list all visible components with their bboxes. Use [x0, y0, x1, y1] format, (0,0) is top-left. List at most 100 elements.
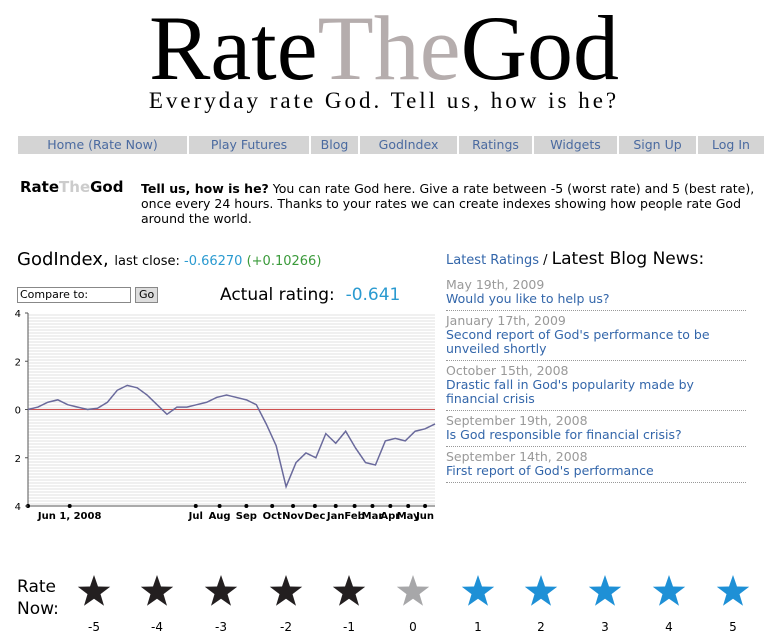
nav-link[interactable]: GodIndex: [360, 136, 457, 154]
star[interactable]: [588, 575, 622, 606]
x-tick: [67, 504, 72, 508]
index-line: [27, 384, 436, 490]
actual-value: -0.641: [345, 285, 401, 305]
x-tick: [312, 504, 317, 508]
small-logo: RateTheGod: [20, 178, 123, 196]
star[interactable]: [652, 575, 686, 606]
x-tick-label: Jul: [188, 511, 203, 522]
star-value: 2: [537, 620, 545, 634]
x-tick: [244, 504, 249, 508]
star[interactable]: [332, 575, 366, 606]
x-tick-label: Oct: [263, 511, 282, 522]
compare-form: Compare to: Go: [17, 287, 159, 303]
rate-label: Rate Now:: [17, 576, 59, 620]
news-item: October 15th, 2008 Drastic fall in God's …: [446, 361, 746, 411]
star[interactable]: [140, 575, 174, 606]
news-item: September 19th, 2008 Is God responsible f…: [446, 411, 746, 447]
x-tick: [217, 504, 222, 508]
star[interactable]: [269, 575, 303, 606]
star-value: -2: [280, 620, 292, 634]
news-link[interactable]: Drastic fall in God's popularity made by…: [446, 377, 694, 406]
star-value: -1: [343, 620, 355, 634]
nav-link[interactable]: Sign Up: [619, 136, 696, 154]
news-title: Latest Blog News:: [551, 249, 705, 269]
godindex-title: GodIndex,: [17, 249, 109, 270]
close-change: (+0.10266): [246, 254, 322, 269]
x-tick-label: Aug: [209, 511, 231, 522]
news-date: January 17th, 2009: [446, 313, 566, 328]
news-item: September 14th, 2008 First report of God'…: [446, 447, 746, 483]
x-tick: [423, 504, 428, 508]
x-tick: [291, 504, 296, 508]
nav-link[interactable]: Play Futures: [189, 136, 309, 154]
y-tick-label: 2: [15, 454, 21, 465]
star-value: 1: [474, 620, 482, 634]
news-date: September 19th, 2008: [446, 413, 588, 428]
compare-select[interactable]: Compare to:: [17, 287, 131, 303]
logo-part: God: [90, 178, 124, 196]
nav-link[interactable]: Widgets: [534, 136, 617, 154]
x-tick: [370, 504, 375, 508]
rate-word: Now:: [17, 599, 59, 619]
rating-stars: -5 -4 -3 -2 -1 0 1 2 3 4 5: [77, 575, 750, 634]
star-value: 3: [601, 620, 609, 634]
x-tick-label: Jun 1, 2008: [37, 511, 102, 522]
star-value: 0: [409, 620, 417, 634]
intro-lead: Tell us, how is he?: [141, 181, 269, 196]
star[interactable]: [461, 575, 495, 606]
x-tick: [352, 504, 357, 508]
star[interactable]: [716, 575, 750, 606]
x-tick-label: May: [397, 511, 420, 522]
news: Latest Ratings / Latest Blog News: May 19…: [446, 249, 746, 483]
nav: Home (Rate Now) Play Futures Blog GodIndex R…: [18, 136, 764, 154]
tagline: Everyday rate God. Tell us, how is he?: [148, 88, 620, 113]
nav-link[interactable]: Blog: [311, 136, 358, 154]
nav-link[interactable]: Home (Rate Now): [18, 136, 187, 154]
y-tick-label: 4: [15, 309, 21, 320]
chart: 4 2 0 2 4 Jun 1, 2008 Jul Aug Sep Oct Nov Dec Jan Feb…: [15, 309, 436, 522]
news-link[interactable]: Second report of God's performance to be…: [446, 327, 710, 356]
x-tick-label: Jun: [415, 511, 434, 522]
logo-part: Rate: [148, 0, 318, 99]
x-tick: [333, 504, 338, 508]
star[interactable]: [204, 575, 238, 606]
separator: /: [543, 253, 548, 268]
news-date: September 14th, 2008: [446, 449, 588, 464]
star-value: -5: [88, 620, 100, 634]
y-tick-label: 0: [15, 406, 21, 417]
x-tick-label: Apr: [380, 511, 400, 522]
star-value: -4: [151, 620, 163, 634]
nav-link[interactable]: Log In: [698, 136, 764, 154]
star[interactable]: [524, 575, 558, 606]
star-value: -3: [215, 620, 227, 634]
intro: Tell us, how is he? You can rate God her…: [141, 181, 761, 226]
close-value: -0.66270: [184, 254, 243, 269]
x-tick-label: Jan: [326, 511, 345, 522]
news-item: January 17th, 2009 Second report of God's…: [446, 311, 746, 361]
logo-part: The: [59, 178, 91, 196]
news-link[interactable]: Would you like to help us?: [446, 291, 610, 306]
news-link[interactable]: First report of God's performance: [446, 463, 654, 478]
close-label: last close:: [114, 254, 180, 269]
x-tick: [388, 504, 393, 508]
y-tick-label: 2: [15, 357, 21, 368]
rate-word: Rate: [17, 577, 56, 597]
y-tick-label: 4: [15, 502, 21, 513]
star[interactable]: [77, 575, 111, 606]
ratings-link[interactable]: Latest Ratings: [446, 253, 539, 268]
x-tick-label: Mar: [362, 511, 384, 522]
news-link[interactable]: Is God responsible for financial crisis?: [446, 427, 682, 442]
go-button[interactable]: Go: [135, 287, 159, 303]
godindex-header: GodIndex, last close: -0.66270 (+0.10266…: [17, 249, 321, 270]
actual-rating: Actual rating: -0.641: [220, 285, 400, 305]
news-item: May 19th, 2009 Would you like to help us?: [446, 275, 746, 311]
x-tick: [193, 504, 198, 508]
logo-part: Rate: [20, 178, 60, 196]
star[interactable]: [396, 575, 430, 606]
x-tick: [270, 504, 275, 508]
star-value: 5: [729, 620, 737, 634]
nav-link[interactable]: Ratings: [459, 136, 532, 154]
logo: RateTheGod: [0, 0, 768, 96]
x-tick-label: Dec: [304, 511, 325, 522]
